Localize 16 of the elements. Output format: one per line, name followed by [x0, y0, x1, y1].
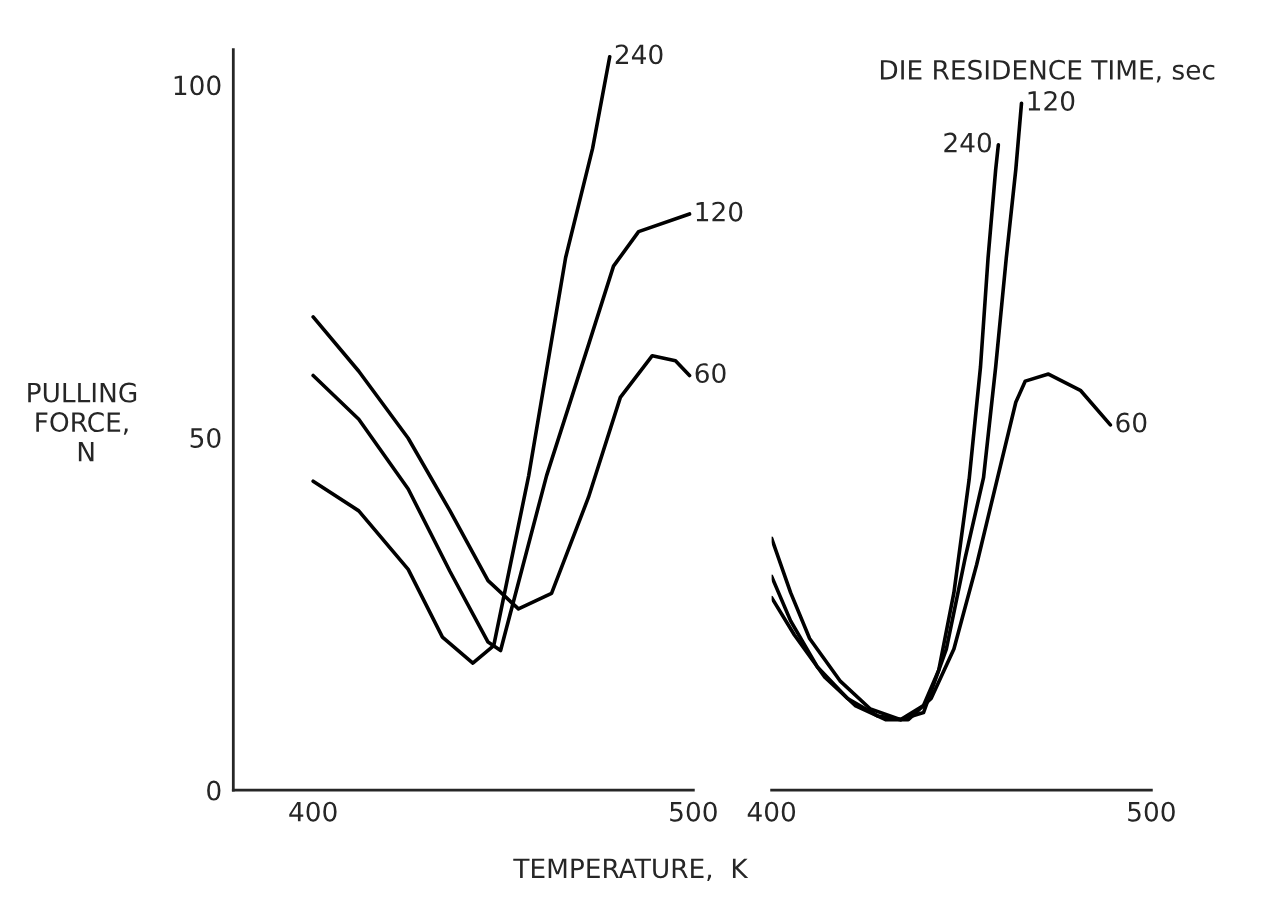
x-tick-label: 500	[1128, 801, 1175, 822]
x-tick-label: 400	[289, 801, 337, 822]
series-label: 60	[695, 363, 726, 384]
series-label: 240	[615, 44, 663, 65]
series-label: 240	[944, 132, 992, 153]
x-axis-title: TEMPERATURE, K	[513, 858, 749, 881]
series-label: 120	[696, 201, 743, 222]
series-label: 60	[1116, 412, 1147, 433]
legend-title: DIE RESIDENCE TIME, sec	[880, 59, 1215, 83]
y-tick-label: 50	[190, 427, 221, 448]
y-tick-label: 0	[207, 780, 221, 801]
y-axis-title: PULLING FORCE, N	[28, 382, 137, 462]
x-tick-label: 400	[747, 801, 796, 822]
y-tick-label: 100	[174, 75, 221, 96]
series-label: 120	[1028, 90, 1075, 111]
x-tick-label: 500	[670, 801, 717, 822]
